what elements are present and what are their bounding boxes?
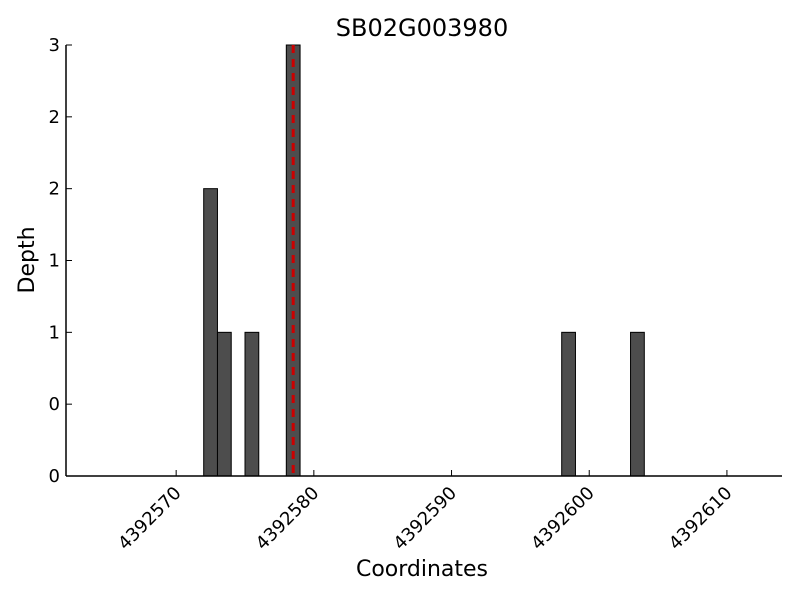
y-tick-label: 0	[49, 394, 60, 415]
y-tick-label: 1	[49, 251, 60, 272]
bar	[630, 331, 645, 477]
x-tick-label: 4392610	[665, 483, 737, 555]
x-tick-label: 4392590	[390, 483, 462, 555]
x-tick-label: 4392580	[252, 483, 324, 555]
y-axis-label: Depth	[15, 226, 40, 293]
x-ticks-group: 4392570 4392580 4392590 4392600 4392610	[114, 470, 736, 554]
y-ticks-group: 0 0 1 1 2 2 3	[49, 35, 72, 487]
y-tick-label: 2	[49, 179, 60, 200]
y-tick-label: 2	[49, 107, 60, 128]
chart-title: SB02G003980	[336, 14, 508, 42]
y-tick-label: 0	[49, 466, 60, 487]
bar	[244, 331, 260, 477]
bar	[216, 331, 232, 477]
axes-group	[65, 45, 782, 477]
x-axis-label: Coordinates	[356, 557, 488, 582]
bars-group	[203, 44, 645, 477]
x-tick-label: 4392570	[114, 483, 186, 555]
x-tick-label: 4392600	[527, 483, 599, 555]
bar	[561, 331, 576, 477]
y-tick-label: 3	[49, 35, 60, 56]
bar	[203, 188, 218, 477]
y-tick-label: 1	[49, 322, 60, 343]
